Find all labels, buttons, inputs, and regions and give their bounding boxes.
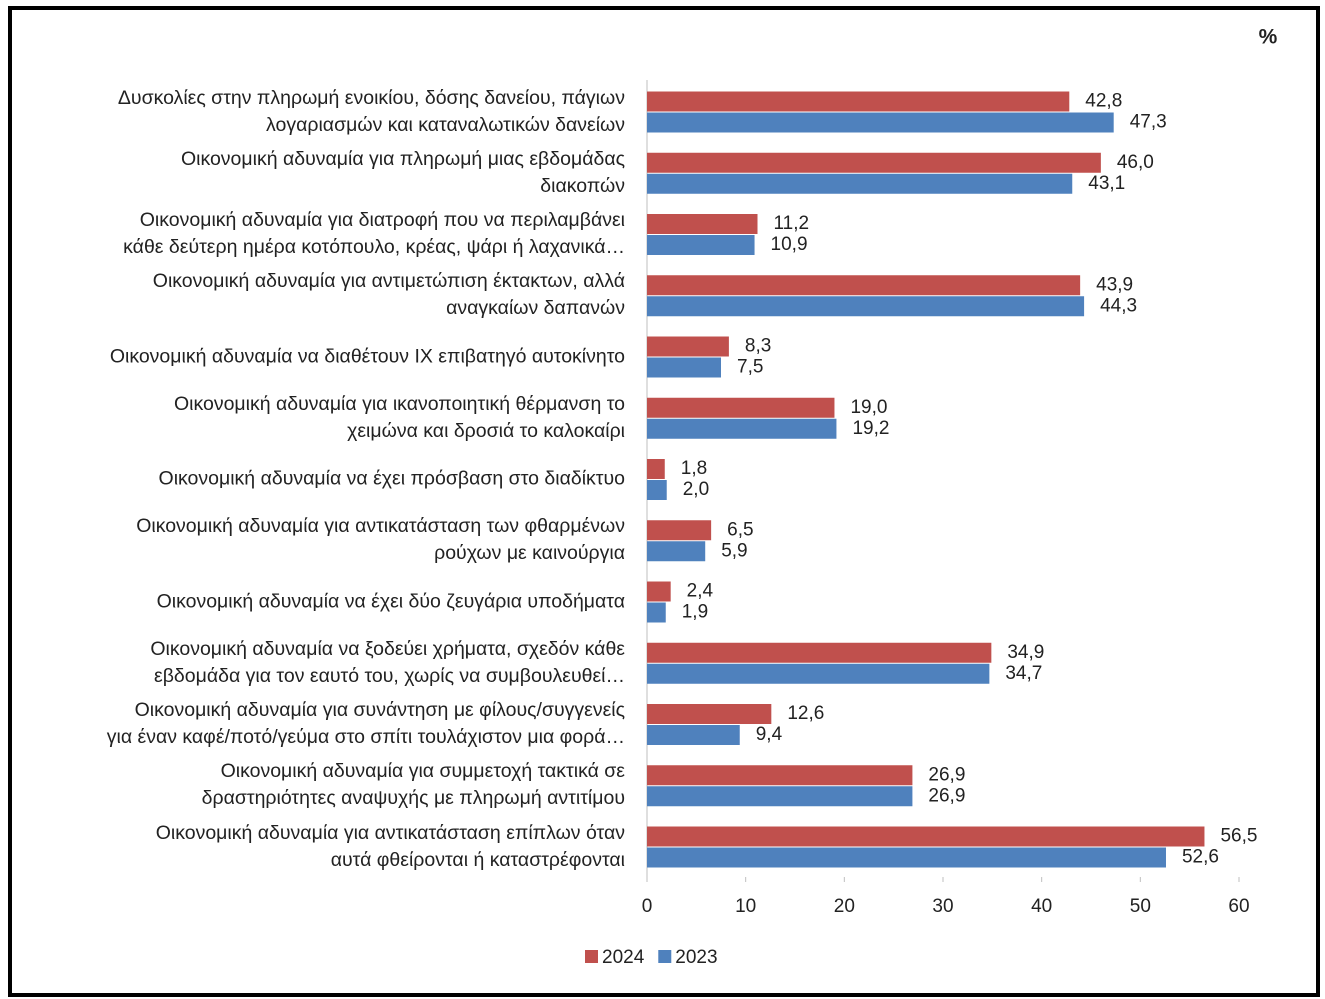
frame — [8, 6, 1320, 997]
category-label: Οικονομική αδυναμία για συνάντηση με φίλ… — [106, 699, 625, 748]
bar — [647, 296, 1085, 317]
value-label: 8,3 — [745, 336, 771, 357]
value-label: 34,9 — [1007, 642, 1044, 663]
value-label: 2,4 — [687, 581, 714, 602]
bar — [647, 602, 666, 623]
x-tick-label: 20 — [834, 896, 855, 917]
value-label: 9,4 — [756, 724, 783, 745]
bar — [647, 786, 913, 807]
x-tick-label: 40 — [1031, 896, 1052, 917]
legend-swatch — [585, 950, 598, 963]
bar — [647, 725, 740, 745]
category-label: Οικονομική αδυναμία για αντικατάσταση επ… — [155, 821, 625, 871]
bar — [647, 91, 1070, 112]
value-label: 43,9 — [1096, 274, 1133, 295]
x-tick-label: 30 — [932, 896, 953, 917]
bar — [647, 581, 671, 602]
unit-label: % — [1259, 26, 1278, 49]
legend-label: 2024 — [602, 947, 645, 968]
category-label: Οικονομική αδυναμία να έχει πρόσβαση στο… — [158, 467, 625, 490]
x-tick-label: 10 — [735, 896, 756, 917]
value-label: 34,7 — [1005, 663, 1042, 684]
category-label: Οικονομική αδυναμία για διατροφή που να … — [123, 209, 625, 258]
value-label: 52,6 — [1182, 847, 1219, 868]
value-label: 12,6 — [787, 703, 824, 724]
value-label: 42,8 — [1085, 91, 1122, 112]
value-label: 2,0 — [683, 479, 709, 500]
bar — [647, 541, 706, 562]
value-label: 1,8 — [681, 458, 707, 479]
value-label: 44,3 — [1100, 295, 1137, 316]
value-label: 1,9 — [682, 602, 708, 623]
x-tick-label: 60 — [1228, 896, 1249, 917]
category-label: Οικονομική αδυναμία να έχει δύο ζευγάρια… — [156, 590, 625, 612]
bar — [647, 704, 772, 724]
bar — [647, 459, 665, 479]
bar — [647, 275, 1081, 296]
value-label: 19,0 — [850, 397, 887, 418]
category-label: Οικονομική αδυναμία για αντιμετώπιση έκτ… — [152, 270, 625, 320]
legend-label: 2023 — [675, 947, 717, 968]
bar — [647, 418, 837, 439]
value-label: 46,0 — [1117, 152, 1154, 173]
x-tick-label: 50 — [1130, 896, 1151, 917]
bar — [647, 765, 913, 786]
value-label: 47,3 — [1130, 112, 1167, 133]
bar — [647, 642, 992, 663]
value-label: 5,9 — [721, 540, 747, 561]
bar — [647, 152, 1101, 173]
bar — [647, 357, 721, 378]
bar — [647, 336, 729, 357]
bar — [647, 480, 667, 500]
bar — [647, 397, 835, 418]
category-label: Οικονομική αδυναμία για ικανοποιητική θέ… — [173, 392, 625, 442]
category-label: Δυσκολίες στην πληρωμή ενοικίου, δόσης δ… — [117, 86, 625, 136]
value-label: 19,2 — [852, 418, 889, 439]
bar — [647, 112, 1114, 133]
value-label: 7,5 — [737, 357, 763, 378]
bar — [647, 663, 990, 684]
bar — [647, 173, 1073, 194]
bar — [647, 214, 758, 234]
value-label: 11,2 — [774, 213, 810, 234]
bar — [647, 235, 755, 255]
category-label: Οικονομική αδυναμία για συμμετοχή τακτικ… — [201, 760, 625, 810]
category-label: Οικονομική αδυναμία να ξοδεύει χρήματα, … — [150, 637, 625, 687]
bar — [647, 847, 1166, 868]
value-label: 56,5 — [1220, 826, 1257, 847]
value-label: 26,9 — [928, 785, 965, 806]
legend-swatch — [658, 950, 672, 963]
value-label: 6,5 — [727, 519, 753, 540]
category-label: Οικονομική αδυναμία για αντικατάσταση τω… — [136, 515, 625, 565]
value-label: 43,1 — [1088, 173, 1125, 194]
bar — [647, 826, 1205, 847]
value-label: 10,9 — [771, 234, 808, 255]
category-label: Οικονομική αδυναμία για πληρωμή μιας εβδ… — [180, 147, 625, 197]
x-tick-label: 0 — [642, 896, 653, 917]
category-label: Οικονομική αδυναμία να διαθέτουν ΙΧ επιβ… — [109, 345, 625, 367]
value-label: 26,9 — [928, 764, 965, 785]
bar — [647, 520, 712, 541]
